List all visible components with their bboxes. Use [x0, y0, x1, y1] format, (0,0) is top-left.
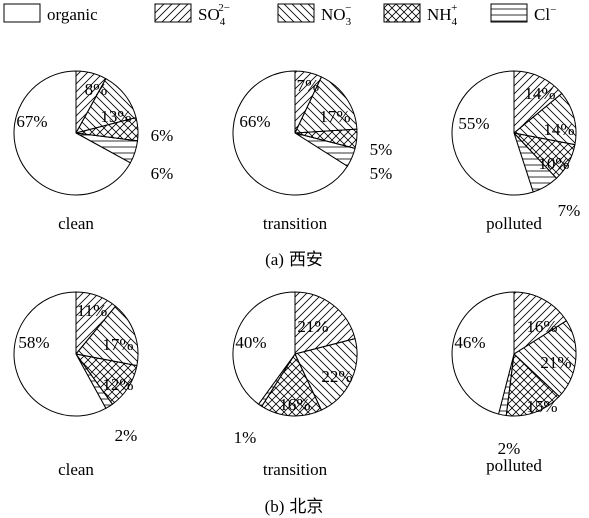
pie-label-organic: 55% — [458, 114, 489, 133]
legend-item-no3: NO3− — [277, 2, 352, 28]
pie-label-cl: 5% — [370, 164, 393, 183]
pie-slice-so4 — [513, 70, 563, 135]
pie-slice-no3 — [75, 305, 139, 367]
pie-5: 40% 21% 22% 16% 1% transition — [232, 291, 358, 479]
pie-label-so4: 8% — [85, 80, 108, 99]
pie-label-so4: 21% — [297, 317, 328, 336]
legend: organic SO42− NO3− NH4+ Cl− — [3, 2, 556, 28]
pie-slice-no3 — [512, 92, 577, 146]
pies-group: 67% 8% 13% 6% 6% clean 66% 7% 17% 5% 5% transition 5… — [13, 70, 581, 479]
legend-item-cl: Cl− — [490, 3, 556, 24]
pie-slice-organic — [232, 291, 296, 405]
pie-label-organic: 58% — [18, 333, 49, 352]
legend-label-cl: Cl− — [534, 4, 556, 24]
pie-label-no3: 17% — [102, 335, 133, 354]
pie-label-nh4: 12% — [102, 375, 133, 394]
pie-slice-so4 — [294, 291, 356, 355]
pie-title: transition — [263, 460, 328, 479]
legend-item-so4: SO42− — [154, 2, 230, 28]
pie-label-so4: 11% — [77, 301, 108, 320]
pie-label-nh4: 15% — [526, 397, 557, 416]
pie-slice-no3 — [513, 320, 577, 398]
pie-title: transition — [263, 214, 328, 233]
pie-label-organic: 40% — [235, 333, 266, 352]
pie-slice-no3 — [294, 76, 358, 134]
panel-caption-a: (a) 西安 — [265, 250, 323, 269]
pie-label-cl: 2% — [115, 426, 138, 445]
pie-label-cl: 1% — [234, 428, 257, 447]
legend-label-organic: organic — [47, 5, 98, 24]
legend-swatch-nh4 — [383, 3, 421, 23]
pie-slice-organic — [451, 291, 515, 415]
pie-slice-organic — [232, 70, 349, 196]
legend-label-nh4: NH4+ — [427, 2, 458, 28]
pie-title: polluted — [486, 214, 542, 233]
pie-label-organic: 66% — [239, 112, 270, 131]
pie-slice-no3 — [294, 337, 358, 411]
pie-title: clean — [58, 214, 94, 233]
pie-label-organic: 67% — [16, 112, 47, 131]
pie-1: 67% 8% 13% 6% 6% clean — [13, 70, 174, 233]
legend-item-nh4: NH4+ — [383, 2, 458, 28]
pie-label-cl: 6% — [151, 164, 174, 183]
pie-label-nh4: 16% — [279, 395, 310, 414]
pie-2: 66% 7% 17% 5% 5% transition — [232, 70, 393, 233]
legend-swatch-so4 — [154, 3, 192, 23]
panel-caption-b: (b) 北京 — [265, 497, 324, 516]
pie-label-so4: 14% — [524, 84, 555, 103]
legend-label-so4: SO42− — [198, 2, 230, 28]
pie-title: clean — [58, 460, 94, 479]
pie-6: 46% 16% 21% 15% 2%polluted — [451, 291, 577, 475]
pie-label-no3: 21% — [540, 353, 571, 372]
pie-3: 55% 14% 14% 10% 7% polluted — [451, 70, 581, 233]
pie-slice-nh4 — [261, 352, 323, 417]
pie-label-no3: 22% — [321, 367, 352, 386]
pie-slice-organic — [451, 70, 534, 196]
pie-label-no3: 13% — [100, 107, 131, 126]
pie-slice-organic — [13, 291, 107, 417]
legend-label-no3: NO3− — [321, 2, 352, 28]
pie-label-so4: 16% — [526, 317, 557, 336]
legend-swatch-no3 — [277, 3, 315, 23]
legend-swatch-organic — [3, 3, 41, 23]
pie-label-cl: 7% — [558, 201, 581, 220]
pie-4: 58% 11% 17% 12% 2% clean — [13, 291, 139, 479]
pie-slice-organic — [13, 70, 132, 196]
pie-label-organic: 46% — [454, 333, 485, 352]
legend-item-organic: organic — [3, 3, 98, 24]
pie-label-cl: 2% — [498, 439, 521, 458]
pie-title: polluted — [486, 456, 542, 475]
pie-label-so4: 7% — [297, 76, 320, 95]
pie-label-no3: 14% — [543, 120, 574, 139]
pie-label-nh4: 6% — [151, 126, 174, 145]
pie-slice-nh4 — [505, 352, 560, 417]
pie-label-nh4: 5% — [370, 140, 393, 159]
legend-swatch-cl — [490, 3, 528, 23]
pie-slice-so4 — [513, 291, 568, 355]
pie-label-no3: 17% — [319, 107, 350, 126]
pie-label-nh4: 10% — [538, 154, 569, 173]
